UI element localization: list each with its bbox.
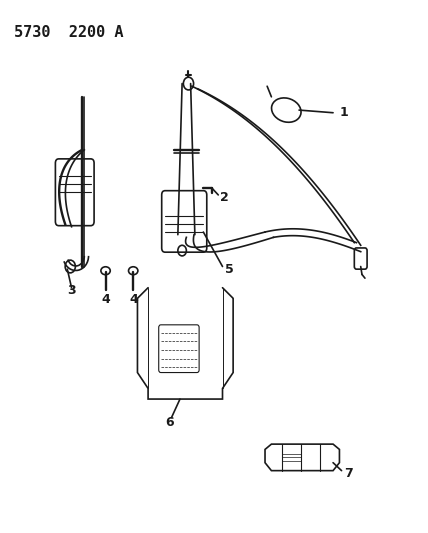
Text: 1: 1 bbox=[339, 106, 348, 119]
Text: 4: 4 bbox=[101, 293, 110, 306]
Text: 5: 5 bbox=[225, 263, 233, 276]
Text: 6: 6 bbox=[165, 416, 174, 430]
Text: 7: 7 bbox=[344, 467, 352, 480]
Text: 2: 2 bbox=[220, 191, 229, 204]
Text: 3: 3 bbox=[67, 284, 76, 297]
Text: 4: 4 bbox=[129, 293, 138, 306]
Text: 5730  2200 A: 5730 2200 A bbox=[14, 25, 124, 41]
